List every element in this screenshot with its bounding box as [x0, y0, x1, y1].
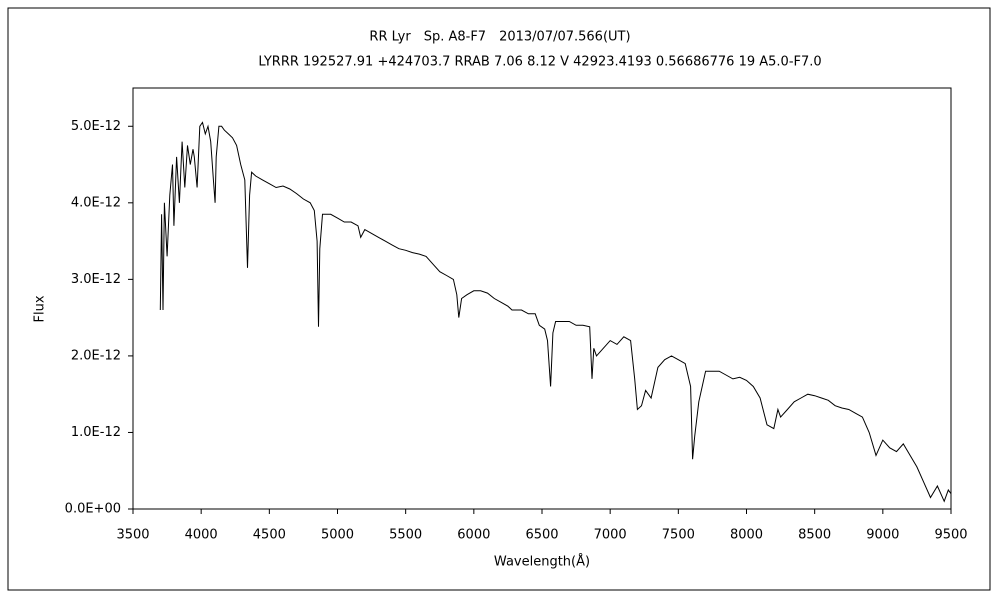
x-tick-label: 6500 [525, 528, 558, 543]
x-tick-label: 7000 [594, 528, 627, 543]
y-axis-label: Flux [33, 295, 48, 322]
x-tick-label: 3500 [116, 528, 149, 543]
x-tick-label: 5000 [321, 528, 354, 543]
x-tick-label: 9000 [866, 528, 899, 543]
y-tick-label: 1.0E-12 [71, 425, 121, 440]
x-tick-label: 5500 [389, 528, 422, 543]
x-tick-label: 7500 [662, 528, 695, 543]
y-tick-label: 4.0E-12 [71, 195, 121, 210]
y-tick-label: 2.0E-12 [71, 348, 121, 363]
x-tick-label: 6000 [457, 528, 490, 543]
x-axis-label: Wavelength(Å) [494, 554, 590, 570]
y-tick-label: 3.0E-12 [71, 272, 121, 287]
chart-title: RR Lyr Sp. A8-F7 2013/07/07.566(UT) [369, 30, 630, 45]
y-tick-label: 5.0E-12 [71, 119, 121, 134]
chart-subtitle: LYRRR 192527.91 +424703.7 RRAB 7.06 8.12… [258, 55, 821, 70]
frame [7, 7, 991, 591]
x-tick-label: 4000 [185, 528, 218, 543]
y-tick-label: 0.0E+00 [65, 502, 121, 517]
x-tick-label: 4500 [253, 528, 286, 543]
x-tick-label: 9500 [934, 528, 967, 543]
spectrum-line [159, 121, 952, 503]
x-tick-label: 8000 [730, 528, 763, 543]
x-tick-label: 8500 [798, 528, 831, 543]
